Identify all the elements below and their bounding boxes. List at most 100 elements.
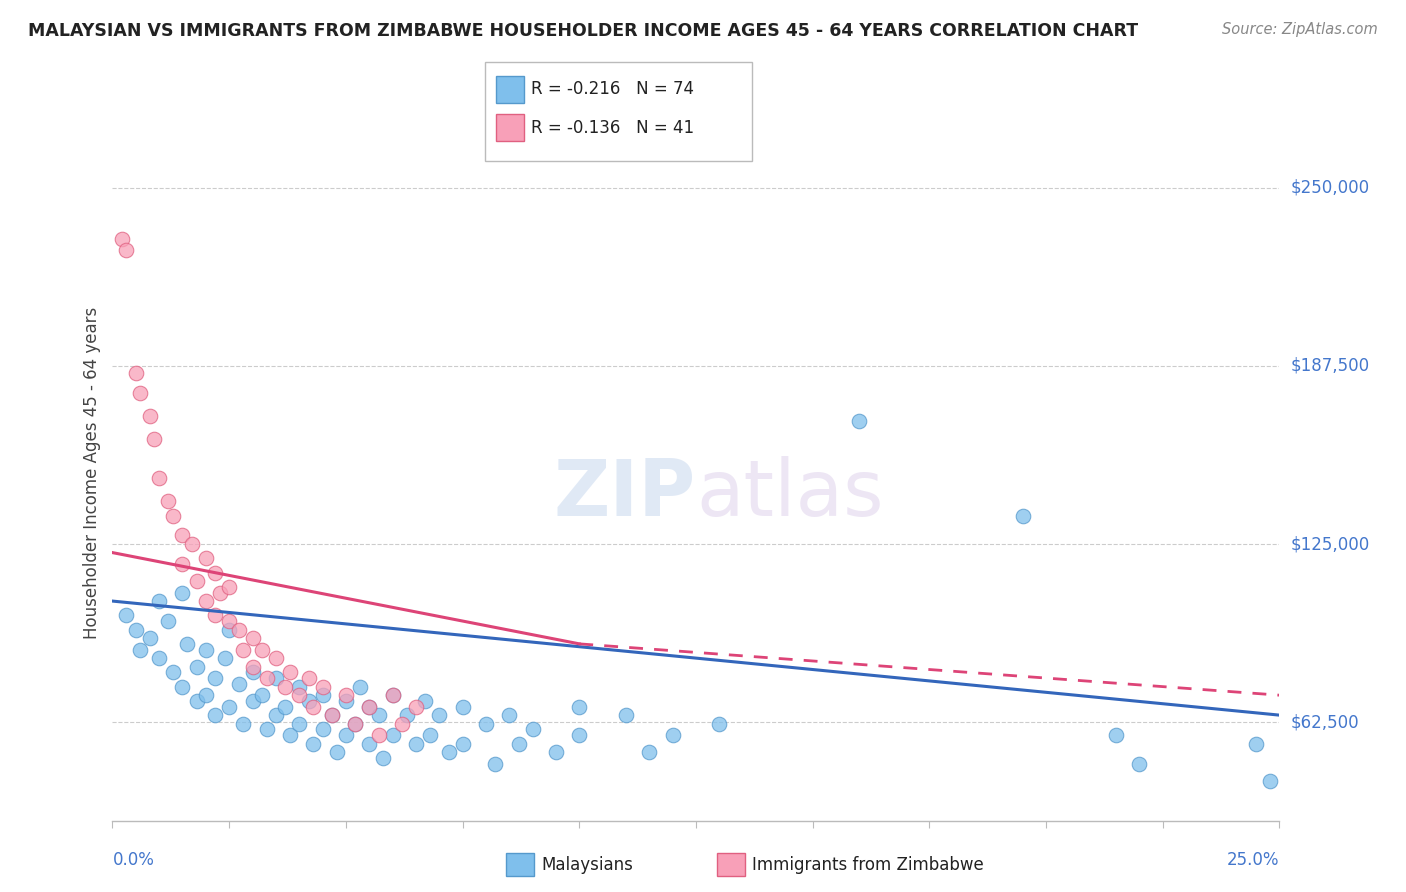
Point <box>484 756 506 771</box>
Point <box>232 716 254 731</box>
Point <box>242 659 264 673</box>
Point <box>214 651 236 665</box>
Point <box>413 694 436 708</box>
Point <box>143 432 166 446</box>
Point <box>709 716 731 731</box>
Point <box>359 699 381 714</box>
Point <box>359 737 381 751</box>
Point <box>176 637 198 651</box>
Point <box>250 688 273 702</box>
Point <box>522 723 544 737</box>
Text: Malaysians: Malaysians <box>541 856 633 874</box>
Point <box>228 623 250 637</box>
Point <box>288 688 311 702</box>
Point <box>139 631 162 645</box>
Text: R = -0.136   N = 41: R = -0.136 N = 41 <box>531 119 695 136</box>
Point <box>242 694 264 708</box>
Point <box>129 642 152 657</box>
Point <box>194 594 217 608</box>
Point <box>508 737 530 751</box>
Point <box>256 723 278 737</box>
Point <box>335 728 357 742</box>
Point <box>321 708 343 723</box>
Point <box>344 716 367 731</box>
Point <box>1258 773 1281 788</box>
Point <box>162 665 184 680</box>
Text: Immigrants from Zimbabwe: Immigrants from Zimbabwe <box>752 856 984 874</box>
Point <box>264 708 287 723</box>
Point <box>208 585 231 599</box>
Point <box>157 614 180 628</box>
Point <box>204 566 226 580</box>
Point <box>162 508 184 523</box>
Point <box>115 244 138 258</box>
Point <box>349 680 371 694</box>
Point <box>148 594 170 608</box>
Point <box>256 671 278 685</box>
Text: $250,000: $250,000 <box>1291 178 1369 196</box>
Text: atlas: atlas <box>696 456 883 532</box>
Point <box>568 728 591 742</box>
Point <box>218 614 240 628</box>
Point <box>302 737 325 751</box>
Text: $187,500: $187,500 <box>1291 357 1369 375</box>
Point <box>359 699 381 714</box>
Point <box>1128 756 1150 771</box>
Point <box>172 585 194 599</box>
Point <box>172 557 194 571</box>
Point <box>335 694 357 708</box>
Point <box>311 723 333 737</box>
Point <box>381 728 404 742</box>
Point <box>297 694 319 708</box>
Point <box>278 665 301 680</box>
Point <box>250 642 273 657</box>
Text: Source: ZipAtlas.com: Source: ZipAtlas.com <box>1222 22 1378 37</box>
Point <box>614 708 637 723</box>
Point <box>172 528 194 542</box>
Point <box>302 699 325 714</box>
Point <box>1244 737 1267 751</box>
Point <box>638 745 661 759</box>
Point <box>848 414 870 428</box>
Text: 0.0%: 0.0% <box>112 851 155 869</box>
Point <box>321 708 343 723</box>
Point <box>405 699 427 714</box>
Point <box>419 728 441 742</box>
Point <box>288 680 311 694</box>
Point <box>288 716 311 731</box>
Point <box>125 366 148 380</box>
Point <box>1105 728 1128 742</box>
Point <box>157 494 180 508</box>
Point <box>111 232 134 246</box>
Point <box>311 680 333 694</box>
Point <box>427 708 450 723</box>
Point <box>125 623 148 637</box>
Point <box>115 608 138 623</box>
Point <box>661 728 683 742</box>
Point <box>194 551 217 566</box>
Point <box>186 659 208 673</box>
Point <box>180 537 202 551</box>
Point <box>264 651 287 665</box>
Text: R = -0.216   N = 74: R = -0.216 N = 74 <box>531 80 695 98</box>
Point <box>498 708 520 723</box>
Point <box>218 699 240 714</box>
Point <box>451 737 474 751</box>
Point <box>373 751 395 765</box>
Point <box>129 385 152 400</box>
Point <box>264 671 287 685</box>
Point <box>381 688 404 702</box>
Point <box>139 409 162 423</box>
Text: MALAYSIAN VS IMMIGRANTS FROM ZIMBABWE HOUSEHOLDER INCOME AGES 45 - 64 YEARS CORR: MALAYSIAN VS IMMIGRANTS FROM ZIMBABWE HO… <box>28 22 1139 40</box>
Point <box>335 688 357 702</box>
Point <box>451 699 474 714</box>
Point <box>381 688 404 702</box>
Point <box>274 699 297 714</box>
Point <box>475 716 498 731</box>
Text: 25.0%: 25.0% <box>1227 851 1279 869</box>
Point <box>395 708 418 723</box>
Point <box>186 694 208 708</box>
Point <box>204 608 226 623</box>
Text: $125,000: $125,000 <box>1291 535 1369 553</box>
Point <box>311 688 333 702</box>
